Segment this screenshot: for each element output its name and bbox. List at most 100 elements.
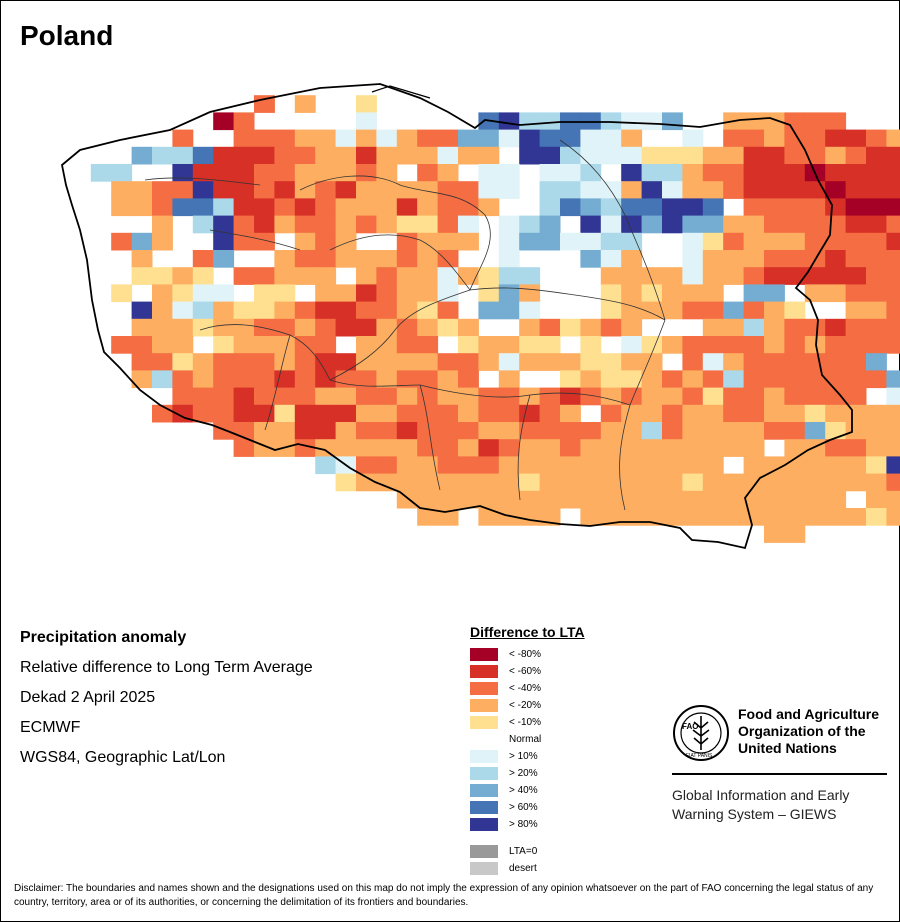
grid-cell — [743, 284, 765, 303]
grid-cell — [804, 353, 826, 371]
grid-cell — [498, 370, 520, 389]
grid-cell — [702, 508, 724, 526]
grid-cell — [784, 456, 806, 475]
grid-cell — [458, 181, 479, 199]
grid-cell — [845, 164, 867, 182]
grid-cell — [274, 387, 296, 406]
grid-cell — [743, 250, 765, 268]
grid-cell — [498, 439, 520, 457]
province-boundary — [629, 319, 666, 406]
grid-cell — [600, 508, 622, 526]
grid-cell — [131, 336, 153, 354]
grid-cell — [743, 318, 765, 337]
grid-cell — [376, 387, 398, 406]
grid-cell — [702, 232, 724, 251]
grid-cell — [866, 490, 887, 509]
grid-cell — [682, 490, 704, 509]
info-line: Dekad 2 April 2025 — [20, 689, 156, 706]
grid-cell — [682, 129, 704, 148]
grid-cell — [764, 422, 785, 440]
grid-cell — [804, 422, 826, 440]
grid-cell — [437, 439, 459, 457]
grid-cell — [437, 370, 459, 389]
grid-cell — [131, 370, 153, 389]
grid-cell — [682, 267, 704, 285]
grid-cell — [356, 353, 377, 371]
grid-cell — [641, 456, 663, 475]
province-boundary — [329, 379, 421, 387]
grid-cell — [621, 318, 643, 337]
grid-cell — [825, 473, 847, 492]
grid-cell — [458, 490, 479, 509]
grid-cell — [764, 370, 785, 389]
grid-cell — [600, 404, 622, 423]
grid-cell — [519, 284, 541, 303]
grid-cell — [845, 267, 867, 285]
grid-cell — [845, 336, 867, 354]
legend-label: > 20% — [509, 768, 538, 779]
province-boundary — [559, 139, 666, 321]
grid-cell — [294, 404, 316, 423]
grid-cell — [743, 181, 765, 199]
grid-cell — [417, 456, 439, 475]
grid-cell — [396, 129, 418, 148]
grid-cell — [315, 370, 337, 389]
grid-cell — [376, 215, 398, 234]
grid-cell — [560, 490, 581, 509]
legend-swatch — [470, 665, 498, 678]
grid-cell — [764, 387, 785, 406]
grid-cell — [152, 232, 173, 251]
grid-cell — [498, 112, 520, 131]
grid-cell — [866, 267, 887, 285]
province-boundary — [619, 404, 631, 511]
grid-cell — [723, 215, 745, 234]
grid-cell — [111, 164, 133, 182]
grid-cell — [580, 353, 602, 371]
legend-swatch — [470, 862, 498, 875]
grid-cell — [437, 422, 459, 440]
legend-item: < -10% — [470, 714, 585, 731]
grid-cell — [90, 164, 112, 182]
grid-cell — [315, 404, 337, 423]
grid-cell — [315, 353, 337, 371]
grid-cell — [417, 146, 439, 165]
grid-cell — [825, 181, 847, 199]
grid-cell — [274, 267, 296, 285]
grid-cell — [213, 164, 235, 182]
grid-cell — [662, 336, 683, 354]
grid-cell — [152, 215, 173, 234]
grid-cell — [866, 181, 887, 199]
grid-cell — [213, 198, 235, 217]
grid-cell — [335, 353, 357, 371]
grid-cell — [743, 336, 765, 354]
grid-cell — [417, 129, 439, 148]
grid-cell — [417, 181, 439, 199]
legend-item: > 80% — [470, 816, 585, 833]
grid-cell — [254, 387, 275, 406]
grid-cell — [254, 232, 275, 251]
grid-cell — [764, 318, 785, 337]
legend-label: < -60% — [509, 666, 541, 677]
grid-cell — [294, 250, 316, 268]
grid-cell — [294, 232, 316, 251]
grid-cell — [804, 456, 826, 475]
grid-cell — [519, 301, 541, 320]
grid-cell — [784, 318, 806, 337]
grid-cell — [600, 198, 622, 217]
grid-cell — [172, 353, 194, 371]
grid-cell — [437, 232, 459, 251]
grid-cell — [254, 422, 275, 440]
grid-cell — [294, 267, 316, 285]
grid-cell — [825, 370, 847, 389]
grid-cell — [845, 439, 867, 457]
grid-cell — [743, 215, 765, 234]
grid-cell — [682, 215, 704, 234]
legend-extra-items: LTA=0 desert — [470, 843, 585, 877]
grid-cell — [356, 95, 377, 113]
grid-cell — [396, 490, 418, 509]
grid-cell — [804, 129, 826, 148]
grid-cell — [641, 112, 663, 131]
grid-cell — [641, 181, 663, 199]
grid-cell — [437, 250, 459, 268]
grid-cell — [376, 473, 398, 492]
